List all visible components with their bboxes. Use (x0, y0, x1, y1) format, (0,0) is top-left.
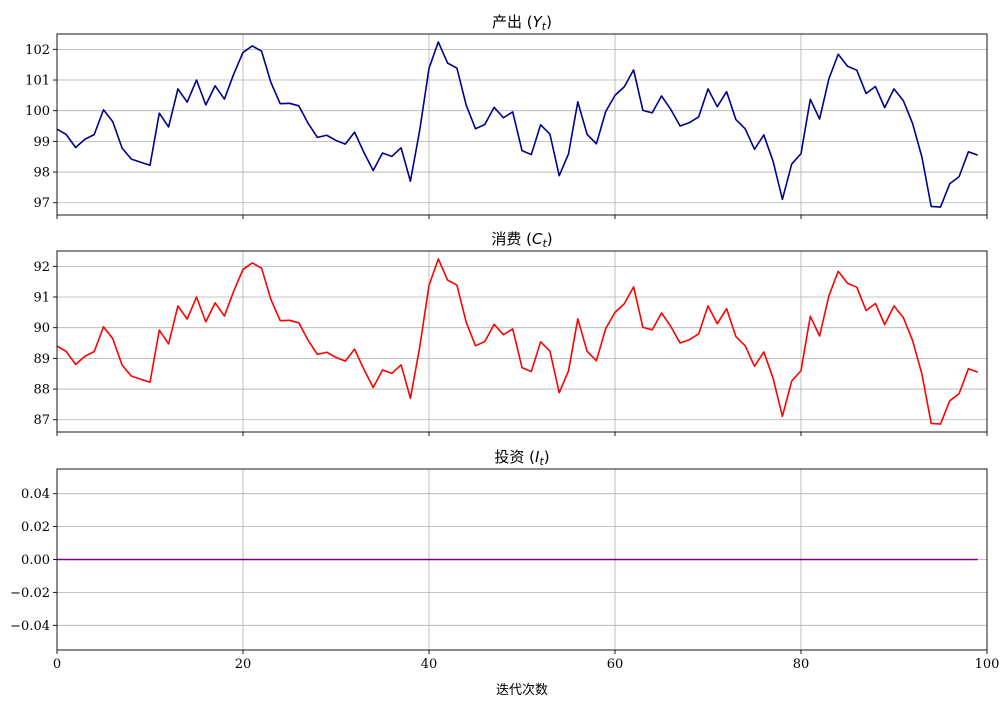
y-tick-label: 0.02 (21, 520, 50, 535)
series-line (56, 258, 978, 425)
y-tick-label: 87 (33, 413, 50, 428)
x-tick-label: 60 (607, 657, 624, 672)
axes-frame (56, 33, 988, 216)
series-line (56, 41, 978, 208)
y-tick-label: 88 (33, 383, 50, 398)
x-tick-label: 0 (53, 657, 61, 672)
y-tick-label: 101 (25, 74, 50, 89)
y-tick-label: 97 (33, 196, 50, 211)
x-tick-label: 80 (793, 657, 810, 672)
y-tick-label: 100 (25, 104, 50, 119)
subplot-title: 产出 (Yt) (492, 13, 552, 33)
x-tick-label: 40 (421, 657, 438, 672)
subplot-title: 投资 (It) (494, 448, 549, 468)
y-tick-label: 92 (33, 260, 50, 275)
y-tick-label: 90 (33, 321, 50, 336)
subplot-2: 0 20 40 60 80 100 −0.04 −0.02 0.00 0.02 0.04 投资 (It… (10, 448, 999, 698)
x-tick-label: 20 (235, 657, 252, 672)
y-tick-label: 102 (25, 43, 50, 58)
subplot-1: 87 88 89 90 91 92 消费 (Ct) (33, 230, 988, 436)
y-tick-label: −0.04 (10, 619, 50, 634)
y-tick-label: 89 (33, 352, 50, 367)
y-tick-label: 0.00 (21, 553, 50, 568)
subplot-0: 97 98 99 100 101 102 产出 (Yt) (25, 13, 988, 219)
subplot-title: 消费 (Ct) (491, 230, 552, 250)
axes-frame (56, 250, 988, 433)
y-tick-label: 98 (33, 166, 50, 181)
x-tick-label: 100 (975, 657, 1000, 672)
y-tick-label: 0.04 (21, 487, 50, 502)
y-tick-label: −0.02 (10, 586, 50, 601)
y-tick-label: 99 (33, 135, 50, 150)
y-tick-label: 91 (33, 291, 50, 306)
x-axis-label: 迭代次数 (496, 682, 548, 698)
